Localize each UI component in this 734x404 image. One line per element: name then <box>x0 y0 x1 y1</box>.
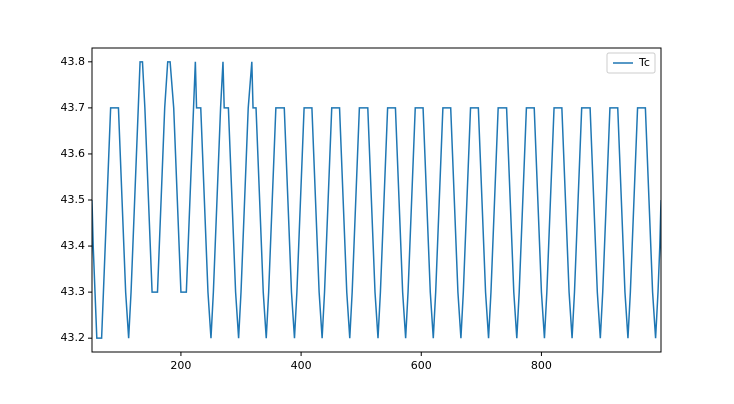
x-tick-label: 400 <box>291 359 312 372</box>
x-tick-label: 200 <box>170 359 191 372</box>
y-tick-label: 43.8 <box>61 55 86 68</box>
legend-label: Tc <box>638 56 650 69</box>
y-tick-label: 43.2 <box>61 331 86 344</box>
x-tick-label: 800 <box>531 359 552 372</box>
series-line <box>92 61 661 339</box>
plot-frame <box>91 47 662 353</box>
y-tick-label: 43.6 <box>61 147 86 160</box>
y-tick-label: 43.7 <box>61 101 86 114</box>
y-tick-label: 43.3 <box>61 285 86 298</box>
y-tick-label: 43.5 <box>61 193 86 206</box>
y-tick-label: 43.4 <box>61 239 86 252</box>
x-tick-label: 600 <box>411 359 432 372</box>
